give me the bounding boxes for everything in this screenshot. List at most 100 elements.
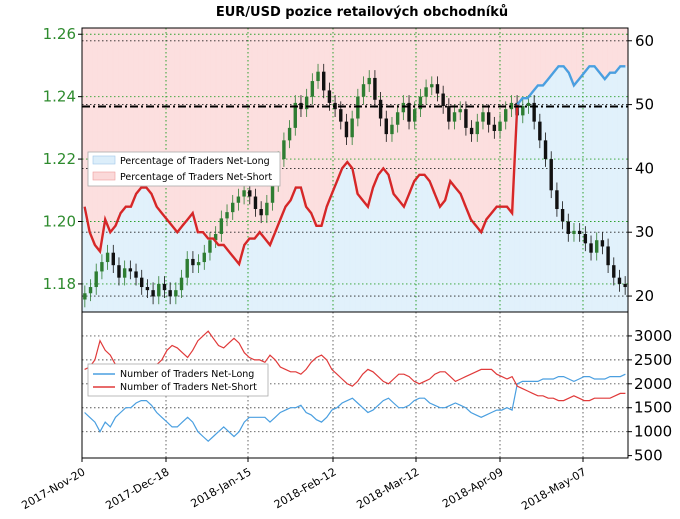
candle-body xyxy=(418,96,423,110)
net-long-column xyxy=(427,181,433,312)
net-long-column xyxy=(355,193,361,312)
net-short-column xyxy=(524,28,531,99)
right-tick-label: 40 xyxy=(635,159,654,177)
net-short-column xyxy=(262,28,268,239)
net-long-column xyxy=(226,251,232,312)
net-short-column xyxy=(185,28,191,220)
candle-body xyxy=(100,262,104,272)
candle-body xyxy=(407,102,411,122)
net-long-column xyxy=(174,232,181,312)
top-panel: 1.26 1.24 1.22 1.20 1.18 60 50 40 30 20 Percenta… xyxy=(43,25,654,313)
net-long-column xyxy=(545,79,552,312)
net-short-column xyxy=(210,28,217,239)
x-tick-label: 2017-Dec-18 xyxy=(103,465,171,512)
net-short-column xyxy=(97,28,103,252)
net-long-column xyxy=(391,193,397,312)
candle-body xyxy=(225,212,229,219)
net-short-column xyxy=(545,28,552,80)
net-long-column xyxy=(87,232,93,312)
candle-body xyxy=(521,106,525,116)
net-short-column xyxy=(360,28,366,201)
net-short-column xyxy=(123,28,129,207)
net-long-column xyxy=(478,232,485,312)
net-short-column xyxy=(205,28,212,239)
net-short-column xyxy=(530,28,536,92)
candle-body xyxy=(248,190,252,197)
net-short-column xyxy=(169,28,176,226)
net-long-column xyxy=(524,98,531,312)
legend-label-count-short: Number of Traders Net-Short xyxy=(120,382,257,393)
x-tick-label: 2017-Nov-20 xyxy=(19,465,87,512)
net-short-column xyxy=(421,28,428,175)
net-long-column xyxy=(215,244,222,312)
net-short-column xyxy=(344,28,351,163)
candle-body xyxy=(498,121,502,131)
net-long-column xyxy=(504,206,510,312)
bottom-right-tick-label: 500 xyxy=(634,447,663,465)
net-short-column xyxy=(82,28,88,207)
net-long-column xyxy=(97,251,103,312)
x-tick-label: 2018-Apr-09 xyxy=(440,465,505,510)
legend-swatch-net-short xyxy=(92,171,116,181)
x-tick-label: 2018-Mar-12 xyxy=(354,465,421,511)
net-long-column xyxy=(576,79,582,312)
candle-body xyxy=(577,230,582,234)
candle-body xyxy=(287,127,292,141)
candle-body xyxy=(344,121,349,138)
candle-body xyxy=(589,243,593,253)
candle-body xyxy=(361,84,366,97)
net-short-column xyxy=(622,28,629,67)
candle-body xyxy=(151,290,155,297)
net-short-column xyxy=(164,28,170,220)
net-long-column xyxy=(313,225,320,312)
net-long-column xyxy=(133,193,139,312)
candle-body xyxy=(196,262,201,266)
candle-body xyxy=(612,265,616,278)
net-long-count-line xyxy=(84,373,626,443)
candle-body xyxy=(464,109,468,128)
candle-body xyxy=(293,102,297,128)
net-long-column xyxy=(143,187,150,312)
net-short-column xyxy=(555,28,562,67)
net-long-column xyxy=(344,162,351,312)
net-long-column xyxy=(494,206,500,312)
candle-body xyxy=(469,127,474,135)
net-short-column xyxy=(195,28,201,233)
net-short-column xyxy=(154,28,160,207)
candle-body xyxy=(265,202,269,216)
net-short-column xyxy=(257,28,263,233)
net-short-column xyxy=(92,28,98,245)
net-short-column xyxy=(190,28,196,214)
net-long-column xyxy=(535,85,541,312)
candle-body xyxy=(111,252,115,266)
candle-body xyxy=(401,102,406,113)
net-long-column xyxy=(483,219,490,312)
net-long-column xyxy=(195,232,201,312)
candle-body xyxy=(231,202,235,213)
net-short-column xyxy=(267,28,273,245)
candle-body xyxy=(441,93,445,107)
candle-body xyxy=(367,77,371,85)
candle-body xyxy=(140,277,144,288)
net-long-column xyxy=(607,72,613,312)
net-long-column xyxy=(82,206,88,312)
net-long-column xyxy=(303,206,309,312)
bottom-right-tick-label: 3000 xyxy=(634,327,672,345)
candle-body xyxy=(145,287,150,291)
right-tick-label: 60 xyxy=(635,32,654,50)
net-long-column xyxy=(432,193,438,312)
net-long-column xyxy=(370,187,376,312)
candle-body xyxy=(242,190,246,197)
x-tick-label: 2018-Jan-15 xyxy=(189,465,254,510)
right-tick-label: 20 xyxy=(635,287,654,305)
candle-body xyxy=(356,96,360,119)
candle-body xyxy=(162,283,167,291)
net-long-column xyxy=(566,72,572,312)
positions-line xyxy=(83,65,626,267)
candle-body xyxy=(316,71,320,82)
net-long-column xyxy=(365,206,371,312)
net-long-column xyxy=(509,213,515,312)
net-long-column xyxy=(154,206,160,312)
candle-body xyxy=(509,102,514,110)
candle-body xyxy=(424,87,428,97)
